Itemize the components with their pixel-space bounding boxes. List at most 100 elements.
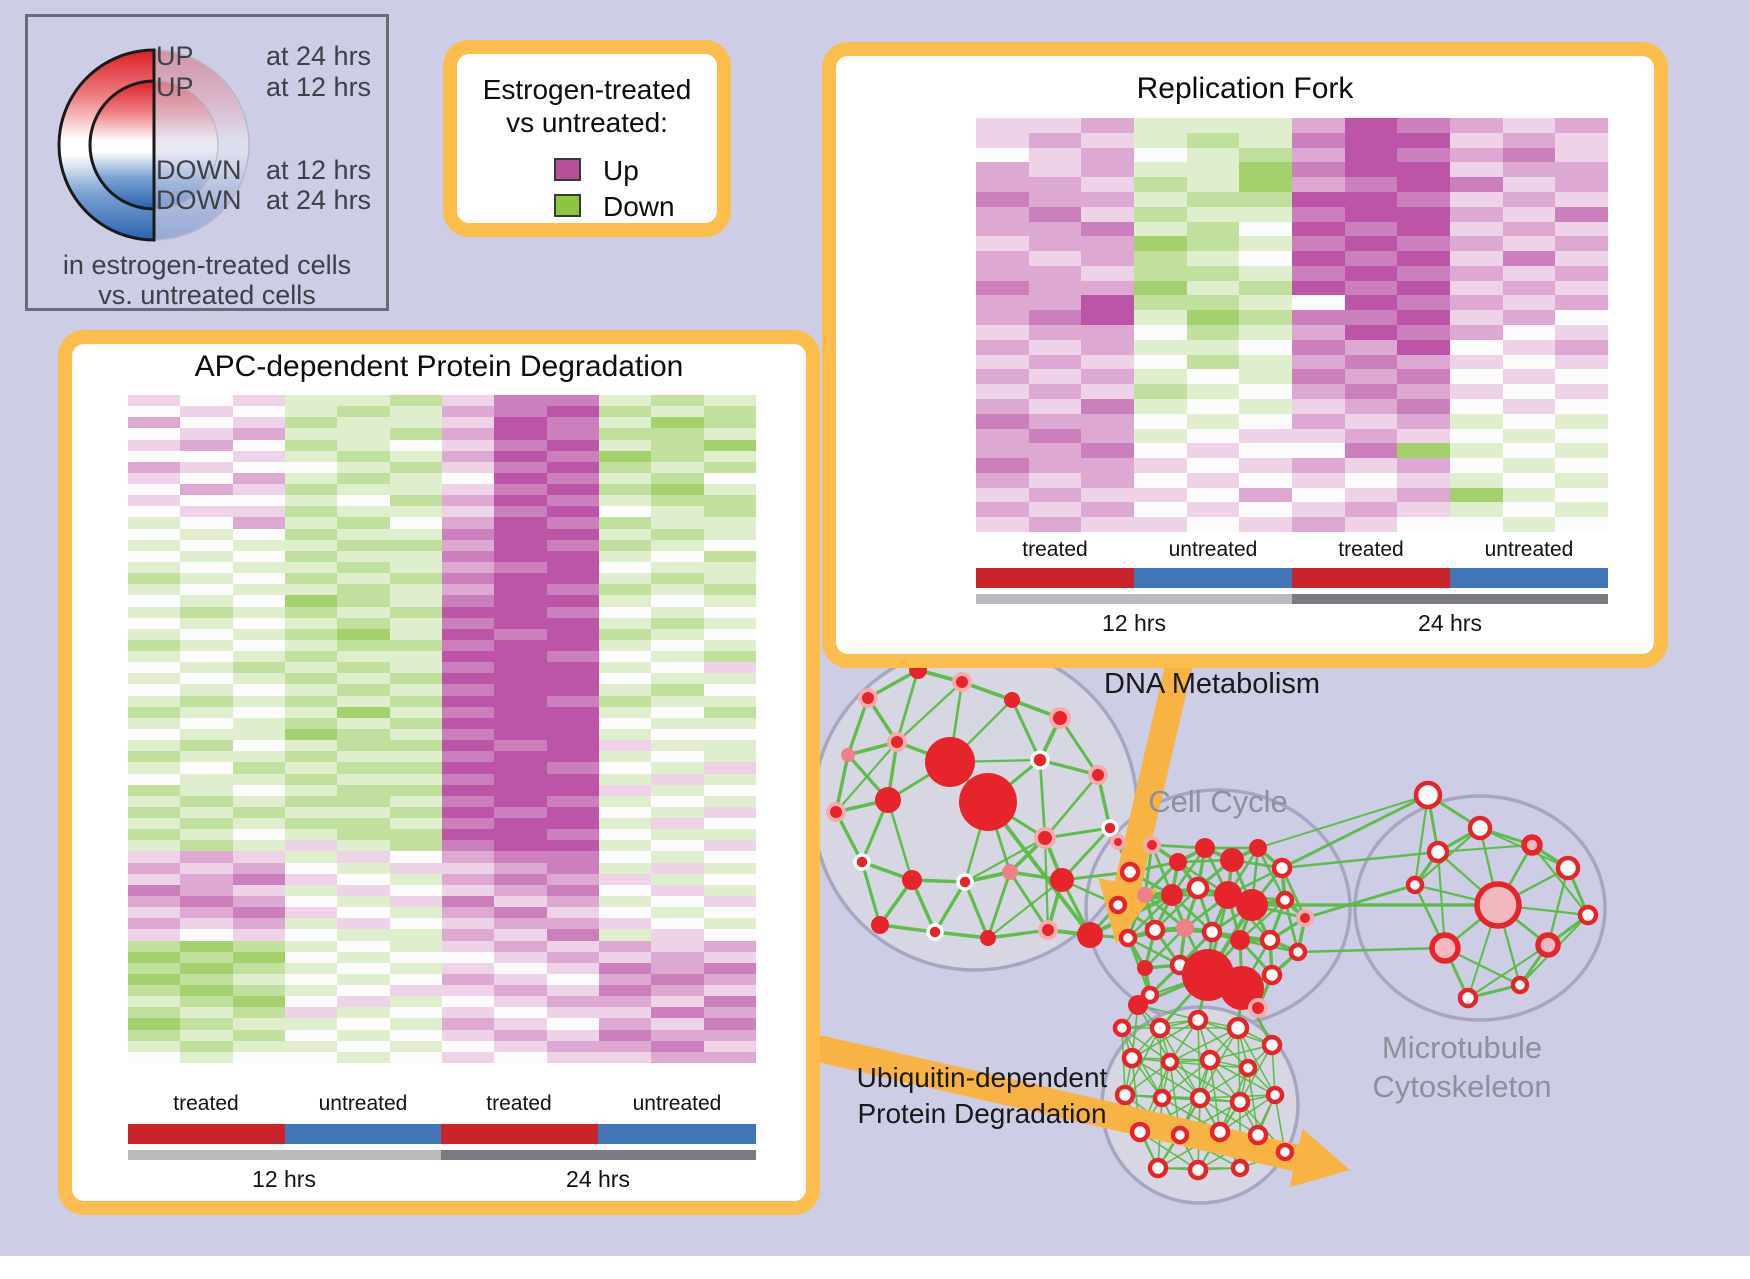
heatmap-cell: [180, 773, 234, 786]
heatmap-row: [128, 550, 757, 563]
heatmap-cell: [232, 795, 286, 808]
heatmap-cell: [285, 851, 338, 864]
heatmap-cell: [546, 929, 600, 942]
heatmap-cell: [1239, 354, 1293, 370]
heatmap-cell: [1028, 487, 1082, 503]
network-edge: [879, 923, 936, 934]
heatmap-cell: [976, 325, 1030, 341]
network-edge: [933, 881, 967, 933]
heatmap-row: [128, 940, 757, 953]
heatmap-cell: [494, 573, 548, 585]
gene-node-wr: [1030, 750, 1050, 770]
heatmap-cell: [128, 996, 181, 1008]
heatmap-cell: [180, 717, 234, 730]
heatmap-cell: [651, 840, 705, 852]
heatmap-cell: [389, 951, 443, 964]
heatmap-cell: [599, 840, 652, 852]
heatmap-cell: [1292, 502, 1346, 518]
heatmap-cell: [128, 1029, 181, 1042]
heatmap-row: [128, 450, 757, 463]
heatmap-cell: [285, 617, 338, 630]
heatmap-cell: [1292, 517, 1346, 533]
network-edge: [1239, 1044, 1273, 1103]
heatmap-cell: [546, 484, 600, 496]
heatmap-cell: [389, 595, 443, 608]
heatmap-cell: [494, 673, 548, 685]
heatmap-cell: [232, 606, 286, 619]
heatmap-cell: [285, 717, 338, 730]
heatmap-cell: [180, 550, 234, 563]
heatmap-cell: [128, 829, 181, 841]
heatmap-cell: [1134, 413, 1188, 429]
network-edge: [1219, 1094, 1276, 1133]
network-edge: [835, 741, 898, 813]
heatmap-cell: [494, 562, 548, 574]
heatmap-cell: [703, 951, 757, 964]
network-edge: [1008, 871, 1050, 931]
heatmap-row: [128, 751, 757, 763]
heatmap-cell: [494, 617, 548, 630]
heatmap-cell: [494, 584, 548, 596]
heatmap-cell: [1239, 295, 1293, 311]
network-edge: [1124, 1027, 1161, 1096]
heatmap-cell: [546, 428, 600, 441]
heatmap-cell: [1502, 339, 1556, 356]
heatmap-cell: [232, 639, 286, 652]
heatmap-cell: [1502, 251, 1556, 267]
heatmap-row: [128, 973, 757, 986]
heatmap-row: [976, 132, 1609, 149]
heatmap-cell: [442, 951, 495, 964]
heatmap-cell: [1344, 398, 1398, 415]
heatmap-cell: [1292, 325, 1346, 341]
heatmap-cell: [1134, 118, 1188, 134]
heatmap-cell: [1028, 339, 1082, 356]
heatmap-row: [128, 1018, 757, 1031]
heatmap-cell: [1028, 325, 1082, 341]
heatmap-cell: [442, 884, 495, 897]
apc-untreated-12-bar: [285, 1124, 441, 1144]
heatmap-cell: [232, 506, 286, 518]
heatmap-row: [128, 840, 757, 852]
heatmap-cell: [389, 395, 443, 407]
heatmap-cell: [1344, 339, 1398, 356]
ring-inner-left-half: [88, 79, 156, 211]
heatmap-cell: [1450, 206, 1504, 222]
heatmap-cell: [546, 439, 600, 452]
heatmap-cell: [1186, 310, 1240, 326]
network-edge: [1058, 717, 1100, 776]
heatmap-cell: [1397, 162, 1451, 178]
heatmap-cell: [128, 695, 181, 708]
heatmap-cell: [232, 729, 286, 741]
heatmap-cell: [494, 918, 548, 930]
heatmap-cell: [1186, 398, 1240, 415]
heatmap-cell: [703, 539, 757, 552]
network-edge: [1304, 883, 1416, 920]
heatmap-cell: [703, 673, 757, 685]
gene-node-wr: [926, 923, 944, 941]
heatmap-cell: [599, 439, 652, 452]
heatmap-cell: [599, 662, 652, 674]
heatmap-cell: [285, 461, 338, 474]
heatmap-cell: [232, 573, 286, 585]
heatmap-cell: [976, 251, 1030, 267]
heatmap-cell: [546, 595, 600, 608]
heatmap-cell: [1344, 118, 1398, 134]
heatmap-cell: [1239, 443, 1293, 459]
heatmap-cell: [1397, 384, 1451, 400]
heatmap-cell: [128, 929, 181, 942]
heatmap-cell: [389, 1051, 443, 1064]
heatmap-cell: [1239, 221, 1293, 237]
gene-node-pr: [887, 732, 907, 752]
heatmap-cell: [1555, 325, 1609, 341]
ring-inner-right-half: [153, 80, 219, 210]
heatmap-cell: [1397, 118, 1451, 134]
heatmap-cell: [1081, 280, 1135, 296]
heatmap-cell: [128, 662, 181, 674]
heatmap-cell: [1292, 413, 1346, 429]
heatmap-cell: [494, 472, 548, 485]
heatmap-cell: [128, 417, 181, 429]
heatmap-cell: [651, 639, 705, 652]
heatmap-row: [976, 428, 1609, 444]
heatmap-cell: [1502, 147, 1556, 163]
heatmap-row: [128, 695, 757, 708]
